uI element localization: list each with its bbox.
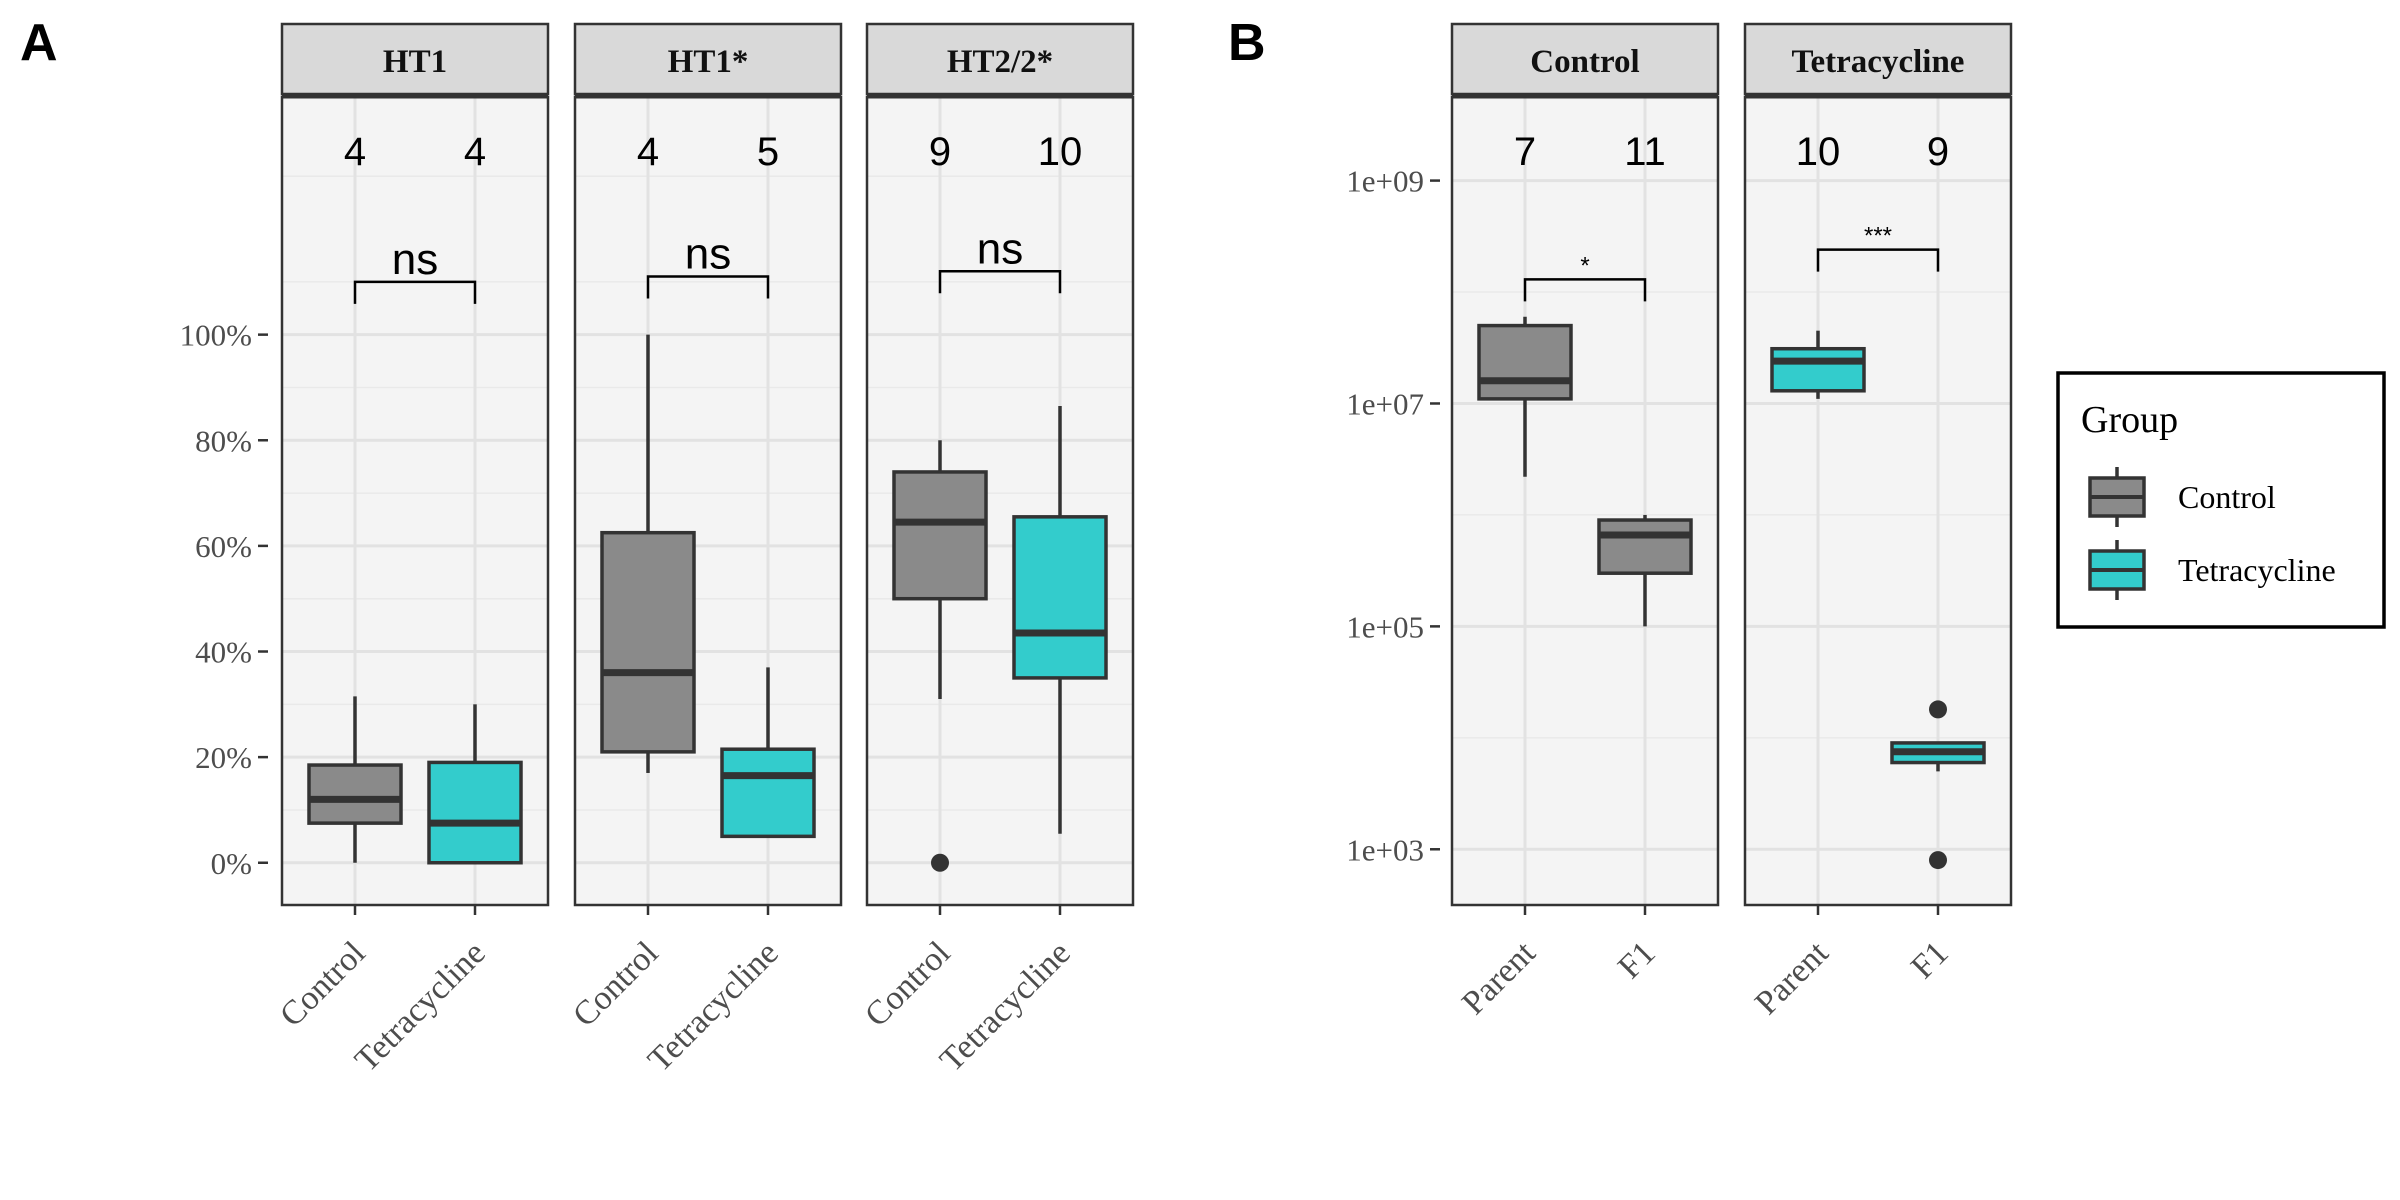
legend-key-control [2088,467,2146,527]
significance-bracket [938,270,1062,294]
facet-title: Control [1530,44,1639,80]
facet-ht2-2-: 9 Control 10 Tetracycline ns HT2/2* [858,22,1135,1079]
significance-label: *** [1864,223,1892,250]
x-tick-label: Parent [1748,934,1836,1022]
box-iqr [1477,323,1573,401]
box-f1 [1597,514,1693,627]
significance-label: ns [392,235,438,284]
box-tetracycline [720,667,816,839]
sample-count: 10 [1796,130,1841,174]
box-iqr [307,763,403,825]
box-control [307,696,403,863]
facet-ht1: 4 Control 4 Tetracycline ns HT1 [273,22,550,1079]
legend-label: Tetracycline [2178,552,2336,588]
y-tick-label: 1e+05 [1346,609,1424,644]
sample-count: 7 [1514,130,1536,174]
significance-label: ns [685,230,731,279]
box-iqr [600,530,696,754]
x-tick-label: Control [273,934,373,1034]
box-iqr [427,760,523,865]
y-tick-label: 1e+07 [1346,386,1424,421]
panel-label-b: B [1228,14,1266,72]
sample-count: 5 [757,130,779,174]
sample-count: 4 [637,130,659,174]
facet-title: HT2/2* [947,44,1053,80]
box-tetracycline [427,704,523,865]
y-tick-label: 1e+03 [1346,832,1424,867]
facet-control: 7 Parent 11 F1 * Control [1450,22,1720,1022]
x-tick-label: Parent [1455,934,1543,1022]
box-control [892,440,988,872]
legend: Group Control Tetracycline [2056,371,2386,629]
facet-ht1-: 4 Control 5 Tetracycline ns HT1* [566,22,843,1079]
x-tick-label: F1 [1611,934,1663,986]
outlier-point [1929,851,1947,870]
facet-tetracycline: 10 Parent 9 F1 *** Tetracycline [1743,22,2013,1022]
x-tick-label: Control [566,934,666,1034]
sample-count: 10 [1038,130,1083,174]
y-tick-label: 20% [195,740,252,775]
sample-count: 4 [464,130,486,174]
plots: 0% 20% 40% 60% 80% 100% 4 Control 4 Tetracycline n… [180,22,2013,1079]
facet-strip [1450,22,1720,96]
panel-background [1745,97,2011,905]
box-iqr [1770,346,1866,393]
sample-count: 11 [1624,130,1666,174]
x-tick-label: Control [858,934,958,1034]
significance-bracket [646,275,770,299]
x-tick-label: F1 [1904,934,1956,986]
outlier-point [931,853,949,872]
legend-label: Control [2178,479,2276,515]
y-tick-label: 80% [195,423,252,458]
box-iqr [720,747,816,839]
box-iqr [892,470,988,601]
facet-title: Tetracycline [1792,44,1965,80]
box-f1 [1890,700,1986,870]
x-tick-label: Tetracycline [348,934,493,1079]
significance-label: * [1580,252,1589,279]
box-iqr [1597,518,1693,575]
legend-key-tetracycline [2088,540,2146,600]
box-iqr [1012,515,1108,680]
facet-title: HT1* [668,44,749,80]
y-tick-label: 40% [195,635,252,670]
box-parent [1770,330,1866,399]
panel-label-a: A [20,14,58,72]
x-tick-label: Tetracycline [641,934,786,1079]
significance-bracket [1816,248,1940,272]
significance-label: ns [977,224,1023,273]
y-tick-label: 100% [180,318,252,353]
significance-bracket [1523,278,1647,302]
y-tick-label: 60% [195,529,252,564]
x-tick-label: Tetracycline [933,934,1078,1079]
y-tick-label: 1e+09 [1346,164,1424,199]
facet-strip [1743,22,2013,96]
panel-background [1452,97,1718,905]
legend-title: Group [2081,399,2178,441]
facet-strip [280,22,550,96]
y-tick-label: 0% [211,846,252,881]
box-tetracycline [1012,405,1108,834]
facet-title: HT1 [383,44,447,80]
significance-bracket [353,280,477,304]
sample-count: 4 [344,130,366,174]
box-parent [1477,316,1573,477]
outlier-point [1929,700,1947,719]
sample-count: 9 [929,130,951,174]
sample-count: 9 [1927,130,1949,174]
box-control [600,334,696,773]
